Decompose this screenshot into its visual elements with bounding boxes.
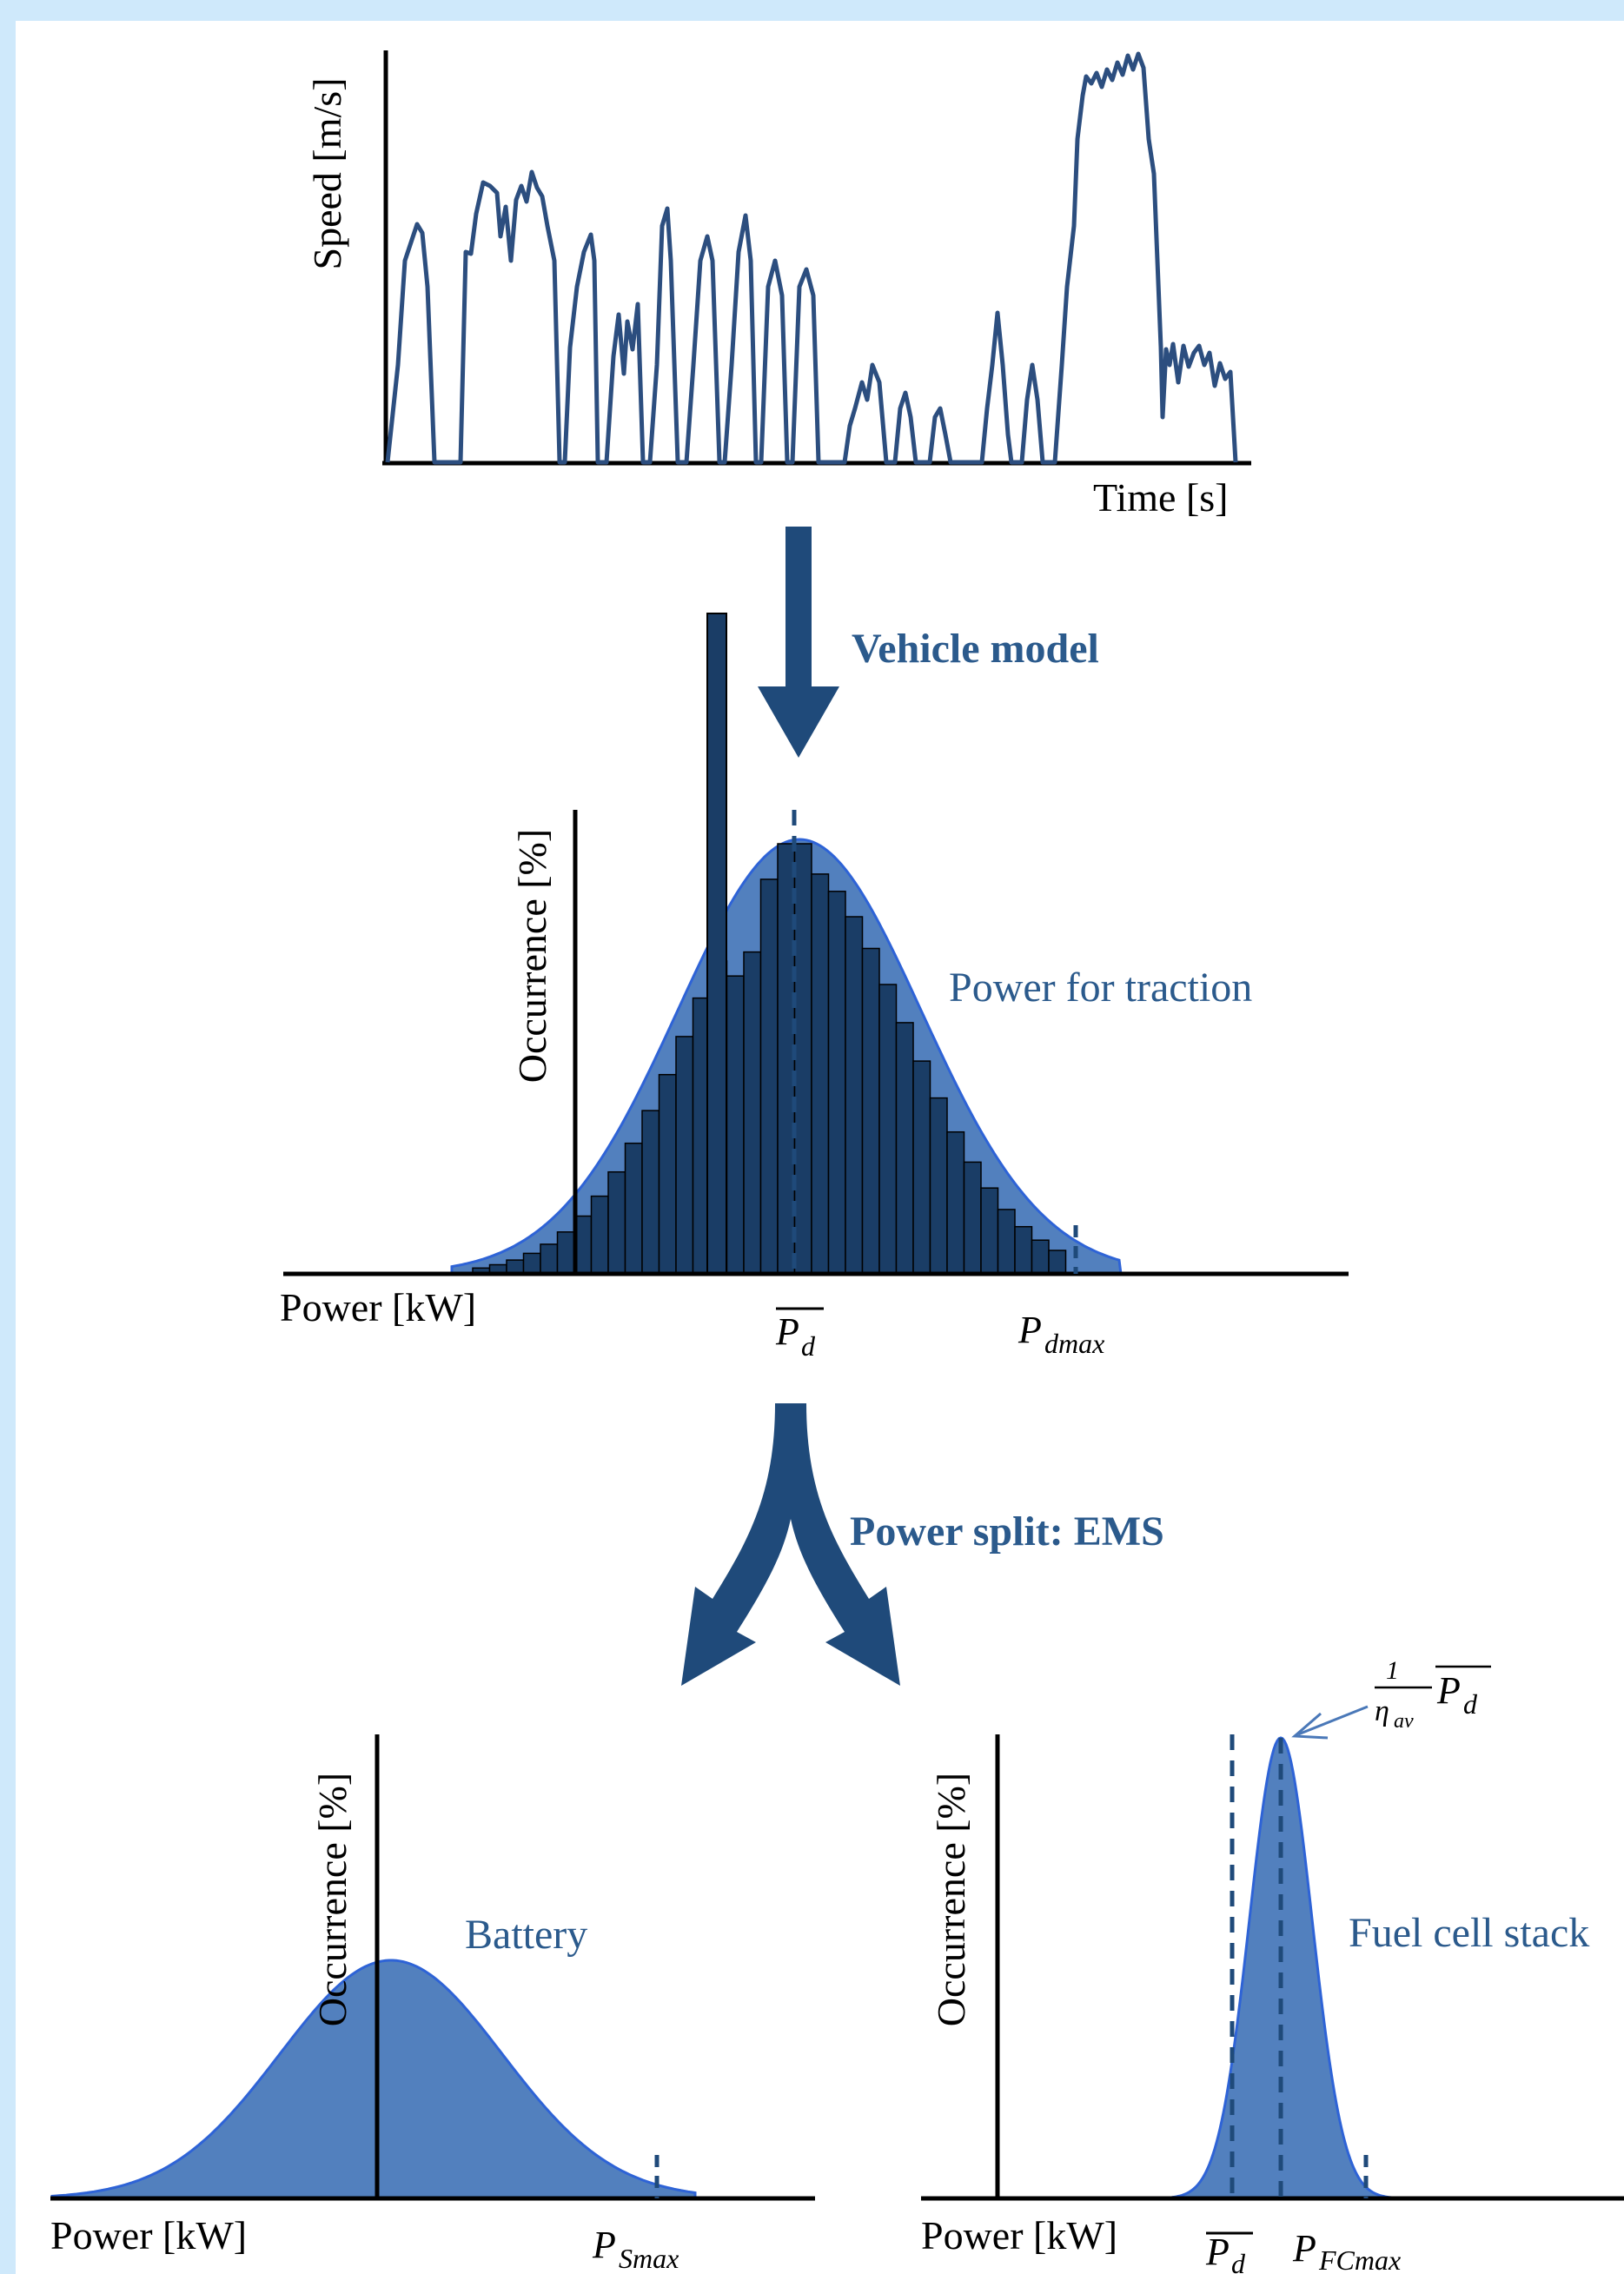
histogram-bar: [590, 1195, 609, 1275]
vehicle-model-label: Vehicle model: [852, 626, 1099, 672]
speed-ylabel: Speed [m/s]: [305, 77, 349, 269]
histogram-bar: [997, 1209, 1016, 1275]
battery-panel: Occurrence [%] Power [kW] Battery P Smax: [50, 1734, 815, 2274]
histogram-bar: [845, 916, 864, 1275]
histogram-bar: [929, 1097, 948, 1275]
histogram-bar: [1031, 1239, 1050, 1275]
histogram-bar: [675, 1036, 694, 1275]
histogram-bar: [624, 1142, 643, 1275]
histogram-bar: [811, 873, 830, 1275]
traction-mean-label: P d: [775, 1307, 824, 1362]
traction-max-label: P dmax: [1017, 1309, 1104, 1359]
histogram-bar: [861, 947, 880, 1275]
traction-panel: Occurrence [%] Power [kW] Power for trac…: [280, 613, 1349, 1362]
histogram-bar: [726, 975, 745, 1275]
svg-text:P: P: [1017, 1309, 1042, 1351]
traction-xlabel: Power [kW]: [280, 1285, 476, 1329]
fc-xlabel: Power [kW]: [921, 2213, 1117, 2257]
svg-text:Smax: Smax: [619, 2243, 679, 2274]
traction-spike-bar: [706, 613, 727, 1275]
histogram-bar: [1048, 1250, 1067, 1275]
svg-text:P: P: [1205, 2231, 1230, 2273]
histogram-bar: [895, 1022, 914, 1275]
svg-text:P: P: [775, 1310, 799, 1353]
svg-text:d: d: [801, 1330, 816, 1362]
histogram-bar: [980, 1187, 999, 1275]
histogram-bar: [793, 843, 812, 1275]
fc-peak-pointer-arrow: [1291, 1705, 1369, 1740]
svg-text:P: P: [1292, 2227, 1316, 2270]
battery-ylabel: Occurrence [%]: [310, 1773, 355, 2026]
traction-curve-label: Power for traction: [949, 965, 1252, 1011]
speed-trace: [385, 51, 1238, 465]
histogram-bar: [946, 1130, 965, 1275]
svg-text:dmax: dmax: [1044, 1328, 1104, 1359]
histogram-bar: [963, 1161, 982, 1275]
down-arrow-icon: [758, 527, 839, 758]
histogram-bar: [759, 878, 779, 1275]
frame-border-left: [0, 0, 16, 2274]
histogram-bar: [658, 1073, 677, 1275]
battery-curve-label: Battery: [465, 1912, 587, 1958]
speed-xlabel: Time [s]: [1093, 475, 1229, 520]
speed-panel: Speed [m/s] Time [s]: [305, 50, 1251, 520]
svg-text:P: P: [1436, 1669, 1461, 1712]
histogram-bar: [743, 951, 762, 1275]
battery-xlabel: Power [kW]: [50, 2213, 247, 2257]
battery-distribution-curve: [50, 1959, 697, 2200]
frame-border-top: [0, 0, 1624, 21]
svg-text:P: P: [592, 2224, 616, 2266]
histogram-bar: [522, 1252, 541, 1275]
svg-text:av: av: [1394, 1710, 1414, 1733]
svg-text:d: d: [1231, 2248, 1246, 2274]
histogram-bar: [827, 891, 846, 1275]
histogram-bar: [641, 1110, 660, 1275]
histogram-bar: [540, 1243, 559, 1275]
fc-curve-label: Fuel cell stack: [1349, 1910, 1589, 1956]
histogram-bar: [556, 1231, 575, 1275]
split-arrow-icon: [681, 1403, 900, 1686]
histogram-bar: [1014, 1225, 1033, 1275]
svg-text:η: η: [1375, 1695, 1389, 1727]
svg-text:FCmax: FCmax: [1318, 2244, 1401, 2274]
fuelcell-panel: Occurrence [%] Power [kW] Fuel cell stac…: [921, 1656, 1624, 2274]
fc-mean-label: P d: [1205, 2231, 1253, 2274]
traction-ylabel: Occurrence [%]: [510, 829, 554, 1083]
power-split-label: Power split: EMS: [850, 1508, 1164, 1555]
fc-ylabel: Occurrence [%]: [929, 1773, 973, 2026]
fc-max-label: P FCmax: [1292, 2227, 1401, 2274]
svg-text:d: d: [1463, 1688, 1478, 1720]
fc-peak-label: 1 η av P d: [1375, 1656, 1491, 1733]
svg-text:1: 1: [1386, 1656, 1399, 1685]
histogram-bar: [607, 1170, 626, 1275]
histogram-bar: [878, 984, 898, 1275]
histogram-bar: [912, 1060, 931, 1275]
battery-max-label: P Smax: [592, 2224, 679, 2274]
